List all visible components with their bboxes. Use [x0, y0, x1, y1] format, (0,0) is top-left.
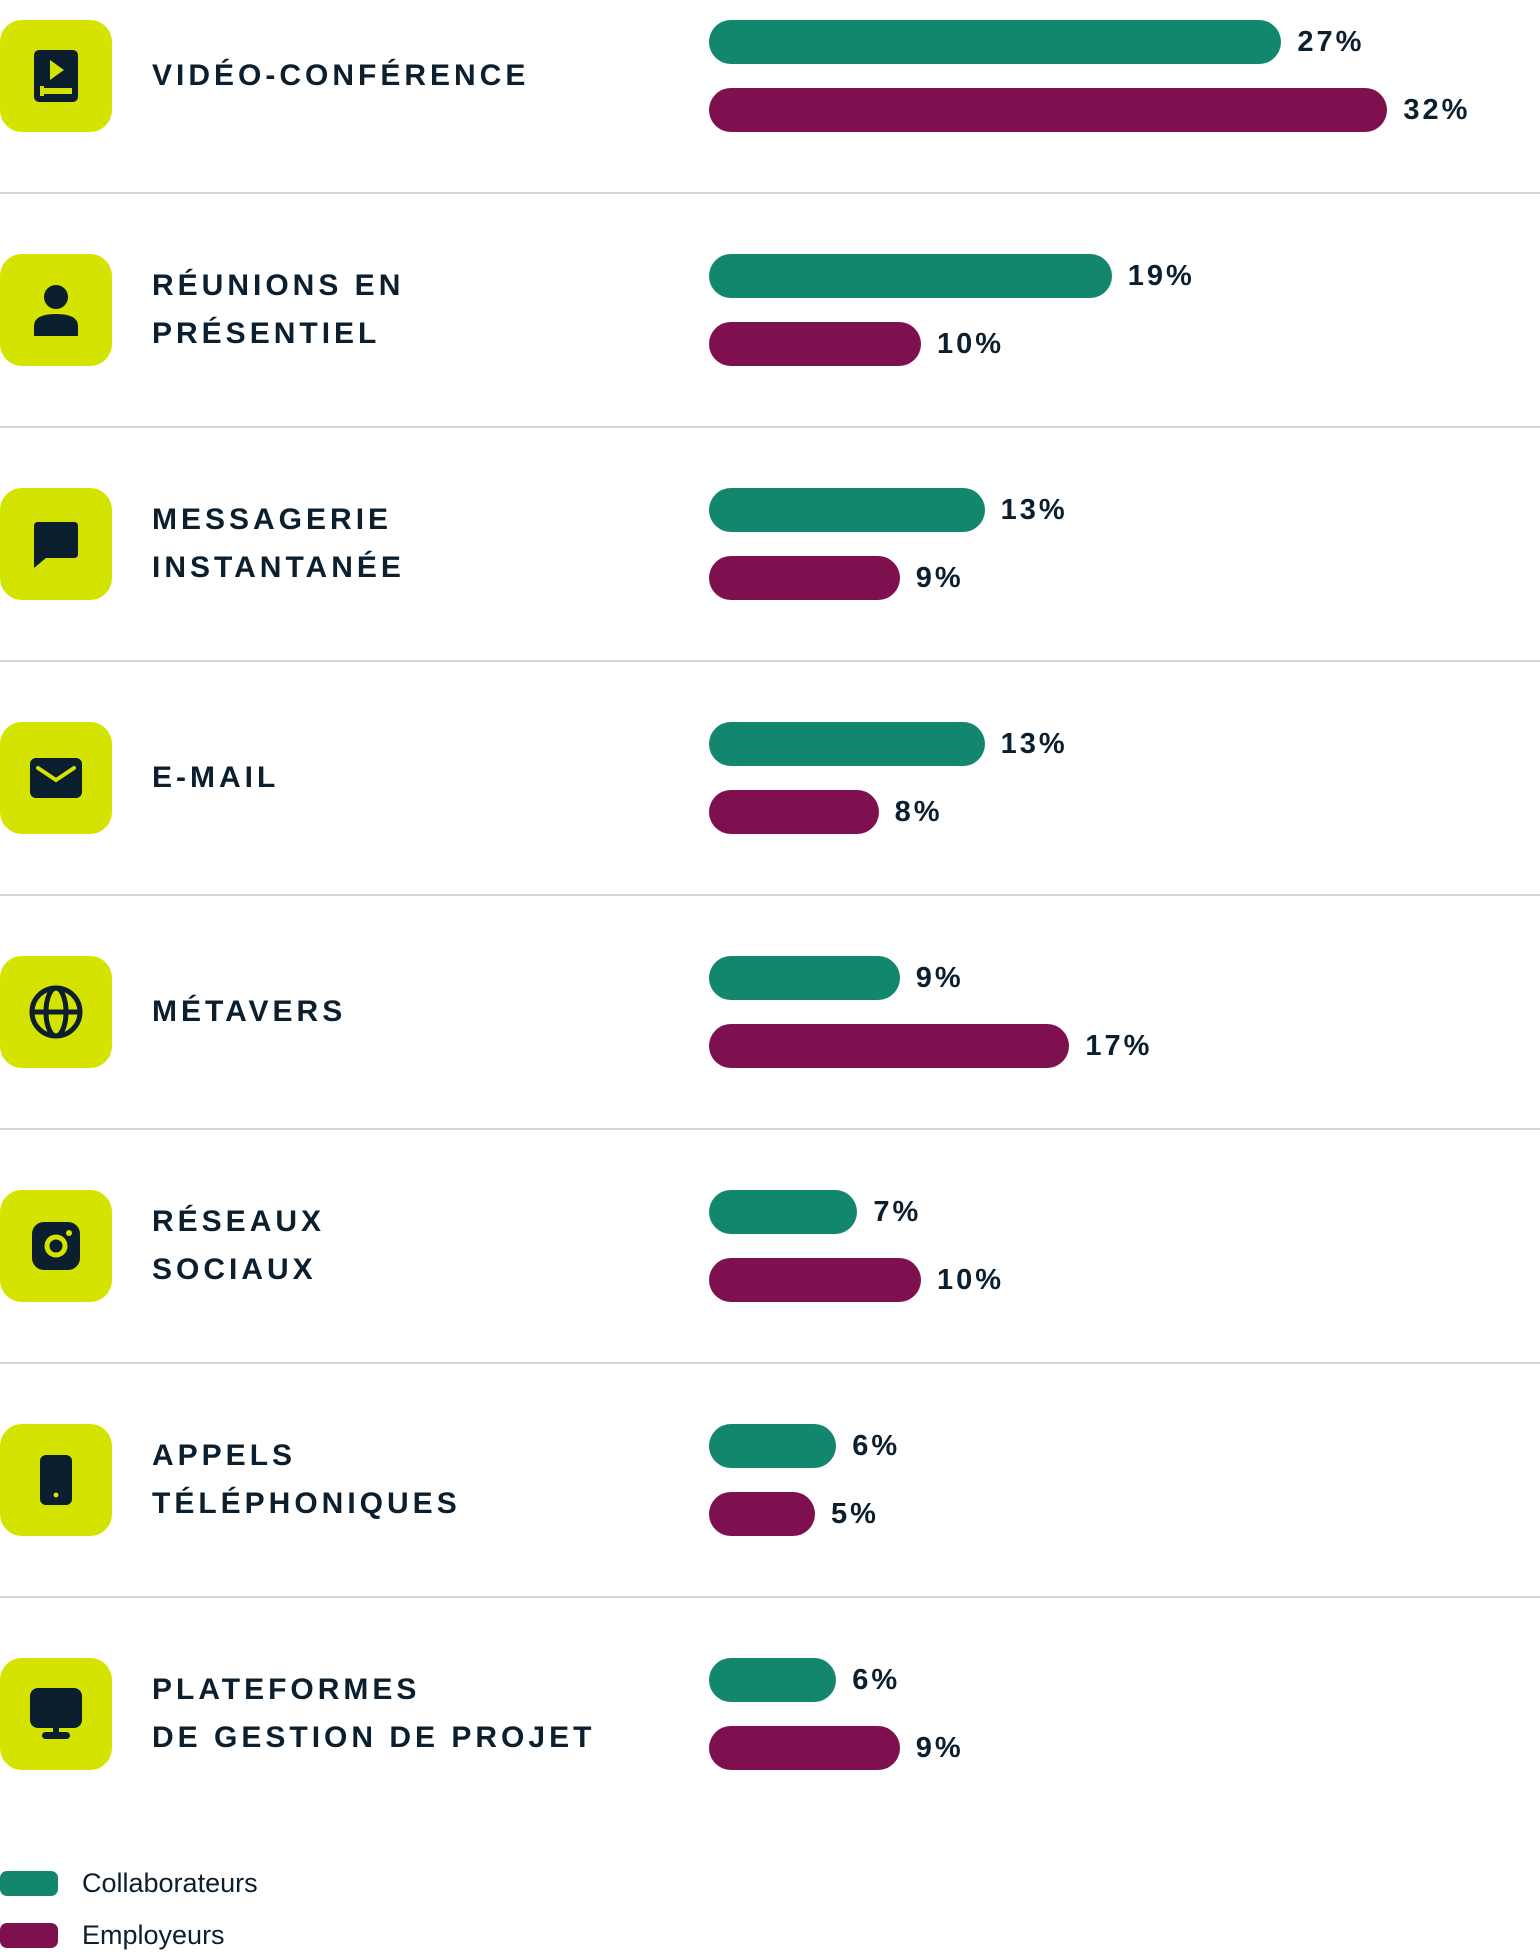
bar-employeurs	[709, 88, 1388, 132]
chat-bubble-icon	[0, 488, 112, 600]
row-divider	[0, 1128, 1540, 1130]
data-label: 27%	[1297, 26, 1365, 58]
globe-icon	[0, 956, 112, 1068]
data-label: 8%	[894, 796, 943, 828]
legend-item-collaborateurs: Collaborateurs	[0, 1868, 258, 1899]
category-label: PLATEFORMES DE GESTION DE PROJET	[152, 1673, 596, 1754]
data-label: 9%	[915, 962, 964, 994]
category-label: MÉTAVERS	[152, 995, 347, 1028]
legend-item-employeurs: Employeurs	[0, 1920, 225, 1951]
row-divider	[0, 192, 1540, 194]
bar-employeurs	[709, 1024, 1070, 1068]
data-label: 6%	[852, 1430, 901, 1462]
bar-employeurs	[709, 556, 900, 600]
chart-row: MÉTAVERS 9% 17%	[0, 936, 1540, 1170]
bar-collaborateurs	[709, 1424, 837, 1468]
bar-collaborateurs	[709, 722, 985, 766]
category-label: APPELS TÉLÉPHONIQUES	[152, 1439, 461, 1520]
envelope-icon	[0, 722, 112, 834]
legend-swatch-purple	[0, 1923, 58, 1948]
row-divider	[0, 1596, 1540, 1598]
data-label: 9%	[915, 1732, 964, 1764]
category-label: RÉSEAUX SOCIAUX	[152, 1205, 326, 1286]
monitor-icon	[0, 1658, 112, 1770]
legend-swatch-green	[0, 1871, 58, 1896]
data-label: 7%	[873, 1196, 922, 1228]
bar-collaborateurs	[709, 488, 985, 532]
data-label: 13%	[1000, 494, 1068, 526]
row-divider	[0, 1362, 1540, 1364]
category-label: MESSAGERIE INSTANTANÉE	[152, 503, 405, 584]
bar-collaborateurs	[709, 1190, 858, 1234]
chart-row: PLATEFORMES DE GESTION DE PROJET 6% 9%	[0, 1638, 1540, 1872]
data-label: 19%	[1127, 260, 1195, 292]
category-label: E-MAIL	[152, 761, 280, 794]
chart-row: MESSAGERIE INSTANTANÉE 13% 9%	[0, 468, 1540, 702]
legend-label: Collaborateurs	[82, 1868, 258, 1898]
person-icon	[0, 254, 112, 366]
data-label: 13%	[1000, 728, 1068, 760]
bar-collaborateurs	[709, 254, 1112, 298]
bar-employeurs	[709, 322, 921, 366]
bar-collaborateurs	[709, 1658, 837, 1702]
row-divider	[0, 894, 1540, 896]
category-label: RÉUNIONS EN PRÉSENTIEL	[152, 269, 405, 350]
data-label: 10%	[937, 328, 1005, 360]
bar-employeurs	[709, 1258, 921, 1302]
data-label: 9%	[915, 562, 964, 594]
bar-collaborateurs	[709, 956, 900, 1000]
data-label: 17%	[1085, 1030, 1153, 1062]
row-divider	[0, 426, 1540, 428]
bar-employeurs	[709, 790, 879, 834]
instagram-icon	[0, 1190, 112, 1302]
data-label: 10%	[937, 1264, 1005, 1296]
smartphone-icon	[0, 1424, 112, 1536]
data-label: 6%	[852, 1664, 901, 1696]
chart-row: E-MAIL 13% 8%	[0, 702, 1540, 936]
bar-employeurs	[709, 1726, 900, 1770]
chart-row: RÉSEAUX SOCIAUX 7% 10%	[0, 1170, 1540, 1404]
bar-employeurs	[709, 1492, 815, 1536]
video-player-icon	[0, 20, 112, 132]
data-label: 32%	[1403, 94, 1471, 126]
chart-row: RÉUNIONS EN PRÉSENTIEL 19% 10%	[0, 234, 1540, 468]
category-label: VIDÉO-CONFÉRENCE	[152, 59, 530, 92]
chart-row: APPELS TÉLÉPHONIQUES 6% 5%	[0, 1404, 1540, 1638]
chart-row: VIDÉO-CONFÉRENCE 27% 32%	[0, 0, 1540, 234]
legend-label: Employeurs	[82, 1920, 225, 1950]
row-divider	[0, 660, 1540, 662]
data-label: 5%	[831, 1498, 879, 1530]
bar-collaborateurs	[709, 20, 1282, 64]
